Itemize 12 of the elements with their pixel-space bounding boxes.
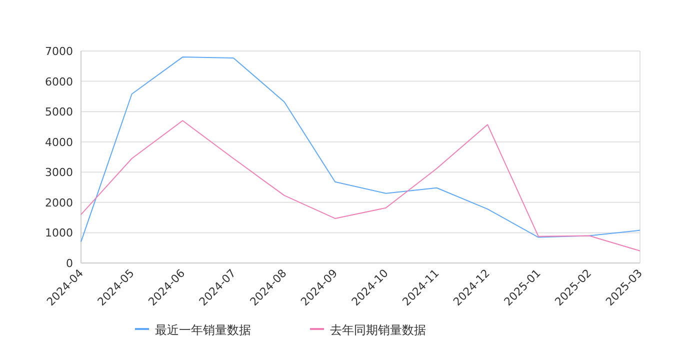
legend-label: 最近一年销量数据 (155, 323, 251, 337)
line-series (80, 120, 640, 252)
y-tick-label: 4000 (45, 136, 73, 149)
line-series (80, 56, 640, 242)
y-tick-label: 7000 (45, 45, 73, 58)
y-tick-label: 0 (66, 257, 73, 270)
legend-label: 去年同期销量数据 (330, 323, 426, 337)
y-tick-label: 3000 (45, 166, 73, 180)
y-tick-label: 6000 (45, 75, 73, 88)
y-tick-label: 2000 (45, 196, 73, 210)
y-tick-label: 1000 (45, 226, 73, 240)
y-tick-label: 5000 (45, 106, 73, 119)
